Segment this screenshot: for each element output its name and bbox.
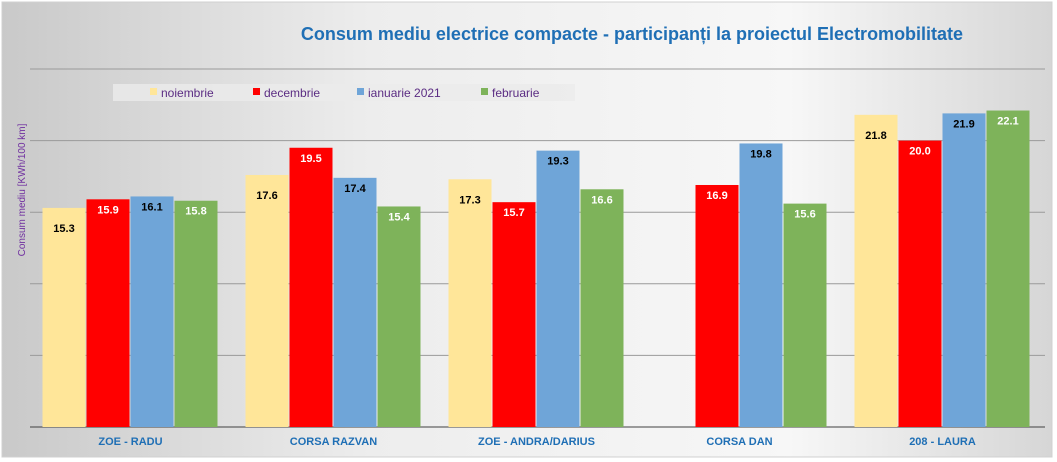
bar <box>536 150 580 427</box>
data-label: 15.3 <box>53 223 74 235</box>
category-label: CORSA RAZVAN <box>290 436 377 448</box>
data-label: 19.3 <box>547 156 568 168</box>
legend-entry: noiembrie <box>161 86 214 100</box>
legend-swatch <box>481 88 488 95</box>
data-label: 15.4 <box>388 211 410 223</box>
bar <box>492 202 536 427</box>
bar <box>377 206 421 427</box>
bar <box>333 177 377 427</box>
category-label: ZOE - ANDRA/DARIUS <box>478 436 595 448</box>
bar <box>289 147 333 427</box>
bar <box>42 207 86 427</box>
bar <box>739 143 783 428</box>
data-label: 16.6 <box>591 194 612 206</box>
legend-entry: ianuarie 2021 <box>368 86 441 100</box>
data-label: 19.8 <box>750 148 771 160</box>
data-label: 17.3 <box>459 194 480 206</box>
data-label: 17.4 <box>344 183 366 195</box>
category-label: CORSA DAN <box>706 436 772 448</box>
data-label: 21.8 <box>865 130 886 142</box>
legend-entry: februarie <box>492 86 540 100</box>
legend-entry: decembrie <box>264 86 320 100</box>
data-label: 15.6 <box>794 209 815 221</box>
data-label: 19.5 <box>300 153 321 165</box>
data-label: 15.8 <box>185 206 206 218</box>
bar <box>695 184 739 427</box>
bar <box>130 196 174 427</box>
bar <box>174 200 218 427</box>
bar <box>942 113 986 427</box>
bar <box>448 179 492 427</box>
category-label: 208 - LAURA <box>909 436 976 448</box>
bar <box>245 174 289 427</box>
data-label: 21.9 <box>953 118 974 130</box>
y-axis-label: Consum mediu [KWh/100 km] <box>17 123 28 256</box>
chart-title: Consum mediu electrice compacte - partic… <box>301 24 963 44</box>
data-label: 16.9 <box>706 190 727 202</box>
data-label: 17.6 <box>256 190 277 202</box>
bar <box>986 110 1030 427</box>
data-label: 22.1 <box>997 116 1018 128</box>
category-label: ZOE - RADU <box>98 436 162 448</box>
bar <box>86 199 130 427</box>
legend-background <box>113 84 575 101</box>
legend-swatch <box>357 88 364 95</box>
data-label: 15.7 <box>503 207 524 219</box>
data-label: 16.1 <box>141 201 162 213</box>
data-label: 20.0 <box>909 146 930 158</box>
bar <box>783 203 827 427</box>
bar <box>580 189 624 427</box>
legend-swatch <box>253 88 260 95</box>
legend-swatch <box>150 88 157 95</box>
bar <box>898 140 942 427</box>
bar <box>854 114 898 427</box>
data-label: 15.9 <box>97 204 118 216</box>
